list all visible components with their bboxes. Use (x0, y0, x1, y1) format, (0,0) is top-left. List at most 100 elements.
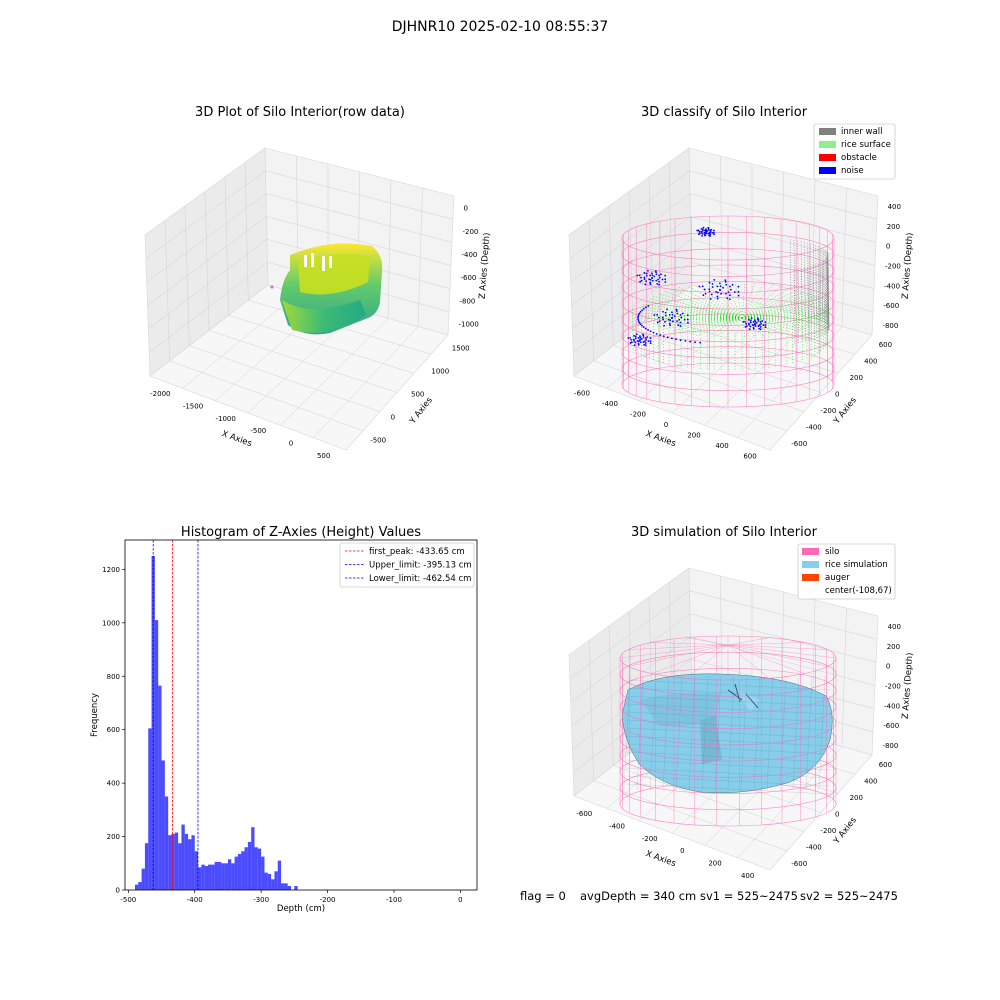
z-tick-label: 0 (886, 663, 890, 671)
x-tick-label: -400 (187, 896, 203, 904)
z-tick-label: -200 (885, 263, 901, 271)
y-tick-label: -600 (791, 440, 807, 448)
simulation-legend: silo rice simulation auger center(-108,6… (797, 543, 896, 600)
z-tick-label: -600 (461, 274, 477, 282)
histogram-bar (191, 835, 195, 890)
histogram-bar (144, 843, 149, 890)
x-tick-label: -100 (386, 896, 402, 904)
x-tick-label: -300 (253, 896, 269, 904)
histogram-title: Histogram of Z-Axies (Height) Values (181, 525, 421, 540)
x-tick-label: -1500 (183, 403, 203, 411)
histogram-bar (281, 883, 285, 890)
x-tick-label: -600 (576, 810, 592, 818)
histogram-bar (231, 863, 235, 890)
status-sv2: sv2 = 525~2475 (800, 889, 898, 903)
raw-zlabel: Z Axies (Depth) (478, 232, 493, 299)
x-tick-label: -600 (574, 389, 590, 397)
legend-swatch-rice-simulation (802, 561, 819, 568)
y-tick-label: 200 (850, 374, 863, 382)
x-tick-label: -400 (602, 400, 618, 408)
histogram-bar (171, 833, 175, 890)
legend-label-center: center(-108,67) (825, 586, 892, 596)
histogram-bar (208, 864, 212, 890)
histogram-bar (237, 853, 242, 890)
y-tick-label: 600 (879, 761, 892, 769)
histogram-bar (224, 863, 228, 890)
status-flag: flag = 0 (520, 889, 566, 903)
histogram-bar (251, 827, 255, 890)
z-tick-label: -400 (884, 282, 900, 290)
histogram-bar (158, 685, 162, 890)
histogram-bar (138, 881, 142, 890)
histogram-bar (161, 760, 165, 890)
y-tick-label: 200 (850, 794, 863, 802)
y-tick-label: 600 (107, 726, 120, 734)
histogram-ylabel: Frequency (90, 693, 100, 737)
classify-gridlines (569, 155, 878, 438)
histogram-bar (261, 856, 265, 890)
x-tick-label: -1000 (215, 415, 235, 423)
histogram-bar (264, 872, 268, 890)
histogram-axes-frame (124, 539, 478, 891)
x-tick-label: -2000 (150, 390, 170, 398)
figure-suptitle: DJHNR10 2025-02-10 08:55:37 (392, 19, 609, 35)
y-tick-label: -500 (370, 437, 386, 445)
legend-label-rice-simulation: rice simulation (825, 560, 888, 570)
histogram-bar (201, 864, 205, 890)
legend-label: Upper_limit: -395.13 cm (369, 561, 472, 571)
y-tick-label: 0 (391, 414, 395, 422)
histogram-bar (254, 847, 258, 890)
classify-point-groups (627, 226, 831, 370)
histogram-bar (204, 865, 209, 890)
histogram-bar (274, 871, 278, 890)
histogram-bar (271, 879, 275, 890)
y-tick-label: -200 (820, 407, 836, 415)
legend-label-obstacle: obstacle (841, 153, 877, 163)
histogram-bars (134, 556, 298, 890)
histogram-bar (188, 839, 192, 890)
z-tick-label: -200 (885, 683, 901, 691)
y-tick-label: 1000 (431, 368, 449, 376)
histogram-bar (211, 864, 215, 890)
classify-legend: inner wall rice surface obstacle noise (813, 123, 896, 180)
x-tick-label: 600 (743, 453, 756, 461)
histogram-bar (277, 860, 282, 890)
histogram-bar (214, 861, 218, 890)
z-tick-label: -200 (463, 228, 479, 236)
legend-label-auger: auger (825, 573, 850, 583)
histogram-bar (148, 728, 152, 890)
legend-label-noise: noise (841, 166, 864, 176)
legend-swatch-obstacle (819, 154, 836, 161)
sim-tick-labels: -600-400-2000200400-600-400-200020040060… (576, 623, 901, 880)
legend-label: first_peak: -433.65 cm (369, 547, 465, 557)
simulation-3d-panel: 3D simulation of Silo Interior -600 -400 -… (568, 525, 915, 880)
x-tick-label: 400 (715, 442, 728, 450)
x-tick-label: -400 (609, 823, 625, 831)
histogram-bar (181, 824, 185, 890)
histogram-bar (184, 833, 189, 890)
sim-rice-surface (621, 673, 833, 795)
y-tick-label: -200 (820, 827, 836, 835)
y-tick-label: -400 (806, 843, 822, 851)
z-tick-label: 400 (888, 203, 901, 211)
classify-zlabel: Z Axies (Depth) (901, 232, 916, 299)
raw-point-cloud (270, 243, 383, 335)
status-avg-depth: avgDepth = 340 cm (580, 889, 696, 903)
histogram-bar (198, 867, 202, 890)
histogram-bar (221, 863, 225, 890)
z-tick-label: 0 (886, 243, 890, 251)
z-tick-label: 0 (464, 205, 468, 213)
histogram-bar (164, 796, 169, 890)
histogram-bar (284, 883, 288, 890)
z-tick-label: 400 (888, 623, 901, 631)
histogram-y-ticks: 0 200 400 600 800 1000 1200 (102, 566, 125, 895)
legend-label-inner-wall: inner wall (841, 127, 882, 137)
legend-label-rice-surface: rice surface (841, 140, 891, 150)
y-tick-label: 500 (411, 391, 424, 399)
y-tick-label: 800 (107, 673, 120, 681)
raw-3d-title: 3D Plot of Silo Interior(row data) (195, 105, 405, 120)
histogram-bar (241, 851, 245, 890)
z-tick-label: 200 (887, 643, 900, 651)
y-tick-label: 400 (107, 780, 120, 788)
y-tick-label: 400 (864, 778, 877, 786)
